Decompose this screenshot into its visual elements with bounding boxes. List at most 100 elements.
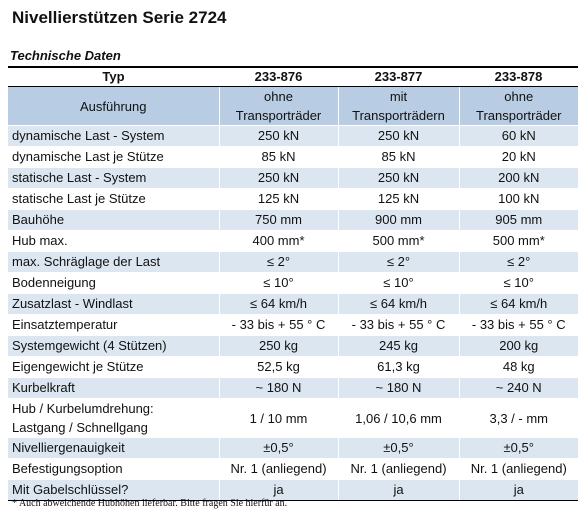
type-header-row: Typ 233-876 233-877 233-878: [8, 66, 578, 87]
row-value: ~ 180 N: [337, 377, 459, 399]
row-value: 250 kN: [337, 167, 459, 189]
row-value: 200 kg: [458, 335, 578, 357]
row-value: ±0,5°: [218, 437, 338, 459]
row-value: ≤ 10°: [458, 272, 578, 294]
row-value: ±0,5°: [337, 437, 459, 459]
row-value: ≤ 2°: [458, 251, 578, 273]
row-value: 400 mm*: [218, 230, 338, 252]
row-value: ≤ 10°: [337, 272, 459, 294]
row-value: ≤ 64 km/h: [458, 293, 578, 315]
row-label: Kurbelkraft: [8, 377, 219, 399]
row-value: Nr. 1 (anliegend): [337, 458, 459, 480]
table-row: statische Last - System 250 kN 250 kN 200 k…: [8, 167, 578, 189]
row-value: 20 kN: [458, 146, 578, 168]
row-label: Mit Gabelschlüssel?: [8, 479, 219, 501]
table-row: Hub / Kurbelumdrehung: Lastgang / Schnell…: [8, 398, 578, 438]
row-label: Nivelliergenauigkeit: [8, 437, 219, 459]
row-value: - 33 bis + 55 ° C: [458, 314, 578, 336]
row-value: 250 kN: [218, 167, 338, 189]
type-header-cell: 233-878: [459, 66, 578, 87]
type-header-label: Typ: [8, 66, 219, 87]
row-label: Eigengewicht je Stütze: [8, 356, 219, 378]
row-value: ja: [458, 479, 578, 501]
row-value: 85 kN: [218, 146, 338, 168]
ausfuehrung-row: Ausführung ohne Transporträder mit Transpo…: [8, 86, 578, 126]
row-value: 85 kN: [337, 146, 459, 168]
row-label: dynamische Last - System: [8, 125, 219, 147]
table-row: Bodenneigung ≤ 10° ≤ 10° ≤ 10°: [8, 272, 578, 294]
row-value: ≤ 64 km/h: [337, 293, 459, 315]
row-value: ~ 180 N: [218, 377, 338, 399]
table-row: Bauhöhe 750 mm 900 mm 905 mm: [8, 209, 578, 231]
table-row: Systemgewicht (4 Stützen) 250 kg 245 kg 200…: [8, 335, 578, 357]
row-label: Einsatztemperatur: [8, 314, 219, 336]
row-value: - 33 bis + 55 ° C: [218, 314, 338, 336]
table-row: Nivelliergenauigkeit ±0,5° ±0,5° ±0,5°: [8, 437, 578, 459]
spec-table-body: dynamische Last - System 250 kN 250 kN 60 k…: [8, 125, 578, 501]
row-value: 200 kN: [458, 167, 578, 189]
row-value: ja: [218, 479, 338, 501]
page-title: Nivellierstützen Serie 2724: [12, 8, 227, 27]
row-value: Nr. 1 (anliegend): [458, 458, 578, 480]
row-value: - 33 bis + 55 ° C: [337, 314, 459, 336]
table-row: max. Schräglage der Last ≤ 2° ≤ 2° ≤ 2°: [8, 251, 578, 273]
row-value: 250 kN: [337, 125, 459, 147]
row-value: 100 kN: [458, 188, 578, 210]
row-value: 1 / 10 mm: [218, 398, 338, 438]
row-label: Hub max.: [8, 230, 219, 252]
table-row: Kurbelkraft ~ 180 N ~ 180 N ~ 240 N: [8, 377, 578, 399]
table-row: Zusatzlast - Windlast ≤ 64 km/h ≤ 64 km/h ≤…: [8, 293, 578, 315]
row-value: 250 kg: [218, 335, 338, 357]
table-row: statische Last je Stütze 125 kN 125 kN 100 …: [8, 188, 578, 210]
row-value: Nr. 1 (anliegend): [218, 458, 338, 480]
row-label: Bauhöhe: [8, 209, 219, 231]
table-row: Hub max. 400 mm* 500 mm* 500 mm*: [8, 230, 578, 252]
footnote: * Auch abweichende Hubhöhen lieferbar. B…: [12, 498, 288, 509]
row-value: ≤ 2°: [337, 251, 459, 273]
row-label: statische Last - System: [8, 167, 219, 189]
row-value: ja: [337, 479, 459, 501]
row-value: 750 mm: [218, 209, 338, 231]
row-label: Zusatzlast - Windlast: [8, 293, 219, 315]
row-label: Hub / Kurbelumdrehung: Lastgang / Schnell…: [8, 398, 219, 438]
row-label: statische Last je Stütze: [8, 188, 219, 210]
row-value: ~ 240 N: [458, 377, 578, 399]
table-row: Befestigungsoption Nr. 1 (anliegend) Nr. 1…: [8, 458, 578, 480]
row-value: 60 kN: [458, 125, 578, 147]
table-row: Eigengewicht je Stütze 52,5 kg 61,3 kg 48 k…: [8, 356, 578, 378]
row-value: 500 mm*: [458, 230, 578, 252]
row-value: 125 kN: [218, 188, 338, 210]
row-label: dynamische Last je Stütze: [8, 146, 219, 168]
ausfuehrung-cell: mit Transporträdern: [337, 86, 459, 126]
table-row: Einsatztemperatur - 33 bis + 55 ° C- 33 b…: [8, 314, 578, 336]
row-value: ±0,5°: [458, 437, 578, 459]
table-row: dynamische Last - System 250 kN 250 kN 60 k…: [8, 125, 578, 147]
row-value: 245 kg: [337, 335, 459, 357]
row-label: Systemgewicht (4 Stützen): [8, 335, 219, 357]
row-value: 125 kN: [337, 188, 459, 210]
row-value: 61,3 kg: [337, 356, 459, 378]
row-value: ≤ 2°: [218, 251, 338, 273]
section-heading: Technische Daten: [10, 48, 121, 63]
row-label: Bodenneigung: [8, 272, 219, 294]
row-label: Befestigungsoption: [8, 458, 219, 480]
row-value: 3,3 / - mm: [458, 398, 578, 438]
type-header-cell: 233-876: [219, 66, 338, 87]
row-label: max. Schräglage der Last: [8, 251, 219, 273]
type-header-cell: 233-877: [338, 66, 459, 87]
table-row: dynamische Last je Stütze 85 kN 85 kN 20 kN: [8, 146, 578, 168]
table-row: Mit Gabelschlüssel? ja ja ja: [8, 479, 578, 501]
ausfuehrung-label: Ausführung: [8, 86, 219, 126]
row-value: ≤ 10°: [218, 272, 338, 294]
row-value: 52,5 kg: [218, 356, 338, 378]
spec-table: Typ 233-876 233-877 233-878 Ausführung o…: [8, 66, 578, 501]
row-value: 250 kN: [218, 125, 338, 147]
row-value: 905 mm: [458, 209, 578, 231]
row-value: 500 mm*: [337, 230, 459, 252]
ausfuehrung-cell: ohne Transporträder: [458, 86, 578, 126]
ausfuehrung-cell: ohne Transporträder: [218, 86, 338, 126]
row-value: ≤ 64 km/h: [218, 293, 338, 315]
row-value: 1,06 / 10,6 mm: [337, 398, 459, 438]
row-value: 900 mm: [337, 209, 459, 231]
row-value: 48 kg: [458, 356, 578, 378]
